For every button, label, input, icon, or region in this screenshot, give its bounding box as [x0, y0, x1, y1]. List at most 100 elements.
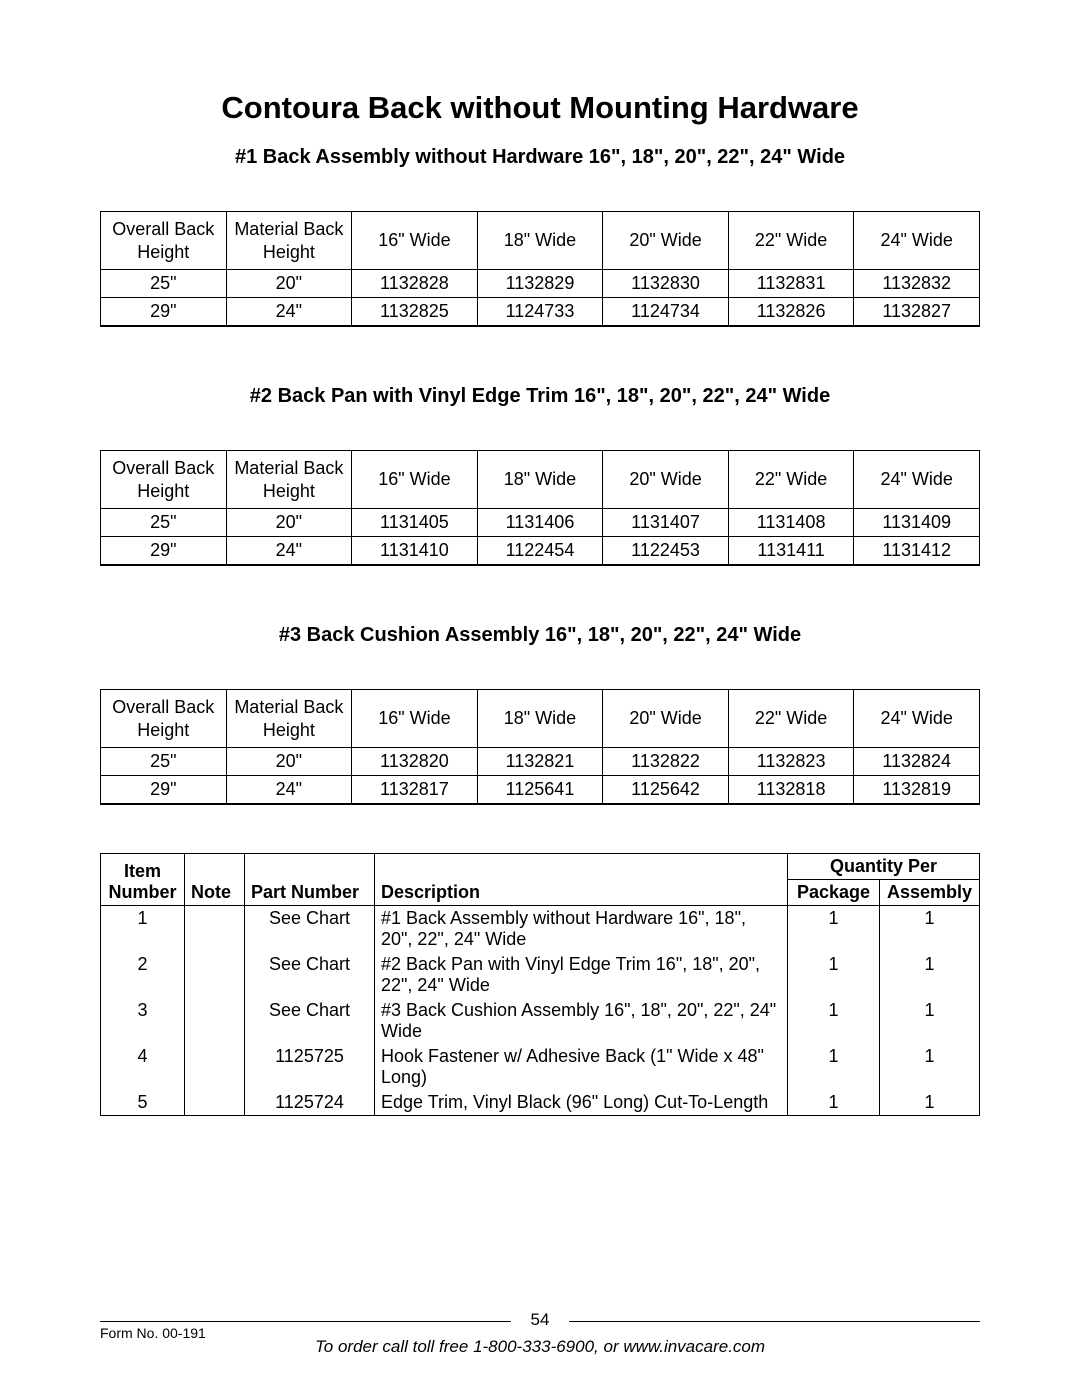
table-row: 29" 24" 1132825 1124733 1124734 1132826 …	[101, 298, 980, 327]
cell: 1132822	[603, 748, 729, 776]
cell: 1132818	[728, 776, 854, 805]
col-header-desc: Description	[375, 854, 788, 906]
cell: 29"	[101, 776, 227, 805]
table-row: 25" 20" 1132820 1132821 1132822 1132823 …	[101, 748, 980, 776]
cell: 1122453	[603, 537, 729, 566]
items-row: 3 See Chart #3 Back Cushion Assembly 16"…	[101, 998, 980, 1044]
cell: 1132817	[352, 776, 478, 805]
parts-chart-1: Overall Back Height Material Back Height…	[100, 211, 980, 327]
cell-asm: 1	[880, 952, 980, 998]
cell: 1131411	[728, 537, 854, 566]
col-header: 16" Wide	[352, 690, 478, 748]
cell-item: 3	[101, 998, 185, 1044]
cell: 1132829	[477, 270, 603, 298]
cell-asm: 1	[880, 1090, 980, 1116]
col-header: 22" Wide	[728, 212, 854, 270]
items-row: 4 1125725 Hook Fastener w/ Adhesive Back…	[101, 1044, 980, 1090]
col-header: Overall Back Height	[101, 451, 227, 509]
cell-item: 1	[101, 906, 185, 953]
col-header: Overall Back Height	[101, 212, 227, 270]
col-header: 24" Wide	[854, 690, 980, 748]
page-number: 54	[523, 1310, 558, 1330]
page-title: Contoura Back without Mounting Hardware	[100, 90, 980, 126]
cell: 25"	[101, 748, 227, 776]
table-row: 25" 20" 1132828 1132829 1132830 1132831 …	[101, 270, 980, 298]
cell: 24"	[226, 298, 352, 327]
col-header: 18" Wide	[477, 690, 603, 748]
cell-pkg: 1	[788, 952, 880, 998]
parts-chart-3: Overall Back Height Material Back Height…	[100, 689, 980, 805]
cell: 29"	[101, 537, 227, 566]
cell: 1124733	[477, 298, 603, 327]
document-page: Contoura Back without Mounting Hardware …	[0, 0, 1080, 1397]
cell-item: 5	[101, 1090, 185, 1116]
col-header: 24" Wide	[854, 451, 980, 509]
section-heading: #3 Back Cushion Assembly 16", 18", 20", …	[100, 624, 980, 647]
cell-note	[185, 952, 245, 998]
cell-pkg: 1	[788, 998, 880, 1044]
items-table: Item Number Note Part Number Description…	[100, 853, 980, 1116]
cell: 1131405	[352, 509, 478, 537]
cell-note	[185, 1044, 245, 1090]
col-header: 16" Wide	[352, 451, 478, 509]
order-line: To order call toll free 1-800-333-6900, …	[100, 1337, 980, 1357]
cell: 29"	[101, 298, 227, 327]
cell: 1131410	[352, 537, 478, 566]
col-header: 20" Wide	[603, 212, 729, 270]
table-row: 29" 24" 1132817 1125641 1125642 1132818 …	[101, 776, 980, 805]
cell: 25"	[101, 270, 227, 298]
cell: 1132827	[854, 298, 980, 327]
cell: 1132825	[352, 298, 478, 327]
table-row: 29" 24" 1131410 1122454 1122453 1131411 …	[101, 537, 980, 566]
cell: 20"	[226, 270, 352, 298]
col-header-part: Part Number	[245, 854, 375, 906]
cell-desc: #2 Back Pan with Vinyl Edge Trim 16", 18…	[375, 952, 788, 998]
page-footer: 54 Form No. 00-191 To order call toll fr…	[100, 1311, 980, 1357]
cell: 24"	[226, 537, 352, 566]
cell: 1132819	[854, 776, 980, 805]
cell: 1131407	[603, 509, 729, 537]
cell-part: See Chart	[245, 998, 375, 1044]
cell-part: 1125724	[245, 1090, 375, 1116]
col-header-item: Item Number	[101, 854, 185, 906]
cell-part: 1125725	[245, 1044, 375, 1090]
cell: 1132831	[728, 270, 854, 298]
cell-pkg: 1	[788, 906, 880, 953]
cell: 1132821	[477, 748, 603, 776]
col-header: Material Back Height	[226, 690, 352, 748]
cell-part: See Chart	[245, 906, 375, 953]
col-header: Material Back Height	[226, 212, 352, 270]
cell-note	[185, 998, 245, 1044]
col-header-note: Note	[185, 854, 245, 906]
cell-part: See Chart	[245, 952, 375, 998]
cell: 1131409	[854, 509, 980, 537]
section-heading: #1 Back Assembly without Hardware 16", 1…	[100, 146, 980, 169]
table-row: 25" 20" 1131405 1131406 1131407 1131408 …	[101, 509, 980, 537]
cell: 1122454	[477, 537, 603, 566]
cell: 1125641	[477, 776, 603, 805]
cell: 1131412	[854, 537, 980, 566]
col-header: Overall Back Height	[101, 690, 227, 748]
footer-rule-right	[569, 1321, 980, 1322]
cell-desc: #1 Back Assembly without Hardware 16", 1…	[375, 906, 788, 953]
cell: 20"	[226, 748, 352, 776]
cell: 1132828	[352, 270, 478, 298]
cell-pkg: 1	[788, 1090, 880, 1116]
cell-item: 4	[101, 1044, 185, 1090]
col-header-qty: Quantity Per	[788, 854, 980, 880]
cell: 1132830	[603, 270, 729, 298]
cell: 1132823	[728, 748, 854, 776]
cell: 1125642	[603, 776, 729, 805]
cell-desc: #3 Back Cushion Assembly 16", 18", 20", …	[375, 998, 788, 1044]
cell: 1124734	[603, 298, 729, 327]
form-number: Form No. 00-191	[100, 1325, 206, 1341]
cell: 24"	[226, 776, 352, 805]
parts-chart-2: Overall Back Height Material Back Height…	[100, 450, 980, 566]
cell-desc: Edge Trim, Vinyl Black (96" Long) Cut-To…	[375, 1090, 788, 1116]
cell: 1132826	[728, 298, 854, 327]
col-header: 16" Wide	[352, 212, 478, 270]
items-row: 5 1125724 Edge Trim, Vinyl Black (96" Lo…	[101, 1090, 980, 1116]
items-row: 2 See Chart #2 Back Pan with Vinyl Edge …	[101, 952, 980, 998]
cell-note	[185, 906, 245, 953]
footer-rule-left	[100, 1321, 511, 1322]
